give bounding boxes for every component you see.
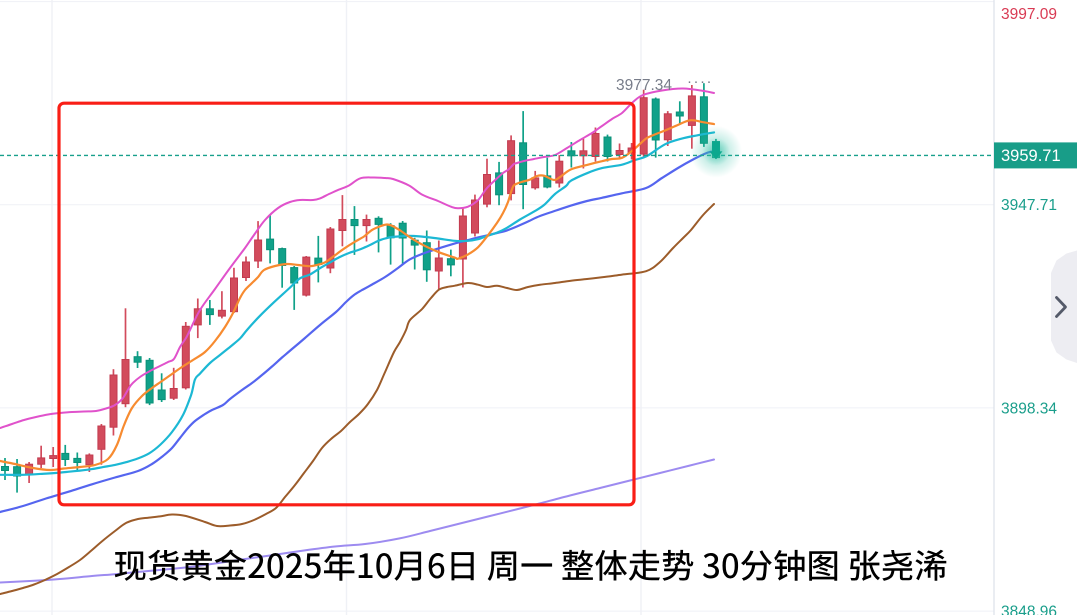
ma-pink bbox=[0, 87, 715, 429]
candle bbox=[687, 85, 696, 149]
candle bbox=[61, 444, 70, 466]
candle bbox=[217, 291, 226, 319]
candle bbox=[495, 161, 504, 206]
candle bbox=[519, 111, 528, 210]
candle bbox=[97, 424, 106, 465]
candle bbox=[193, 298, 202, 339]
candle bbox=[374, 216, 383, 253]
candle bbox=[49, 447, 58, 467]
candle bbox=[133, 351, 142, 368]
candle bbox=[326, 227, 335, 274]
candle bbox=[651, 97, 660, 158]
high-price-label-text: 3977.34 bbox=[616, 77, 672, 94]
last-price-badge: 3959.71 bbox=[994, 142, 1077, 169]
candle bbox=[639, 89, 648, 158]
price-axis[interactable]: 3997.09 3947.71 3898.34 3848.96 3959.71 bbox=[993, 0, 1077, 615]
last-price-marker bbox=[690, 125, 742, 178]
annotation-rectangle bbox=[57, 101, 636, 507]
candle bbox=[446, 249, 455, 277]
candle bbox=[266, 214, 275, 264]
candle bbox=[205, 300, 214, 325]
candle bbox=[458, 207, 467, 288]
last-price-badge-bg bbox=[994, 142, 1077, 169]
price-axis-label: 3947.71 bbox=[1001, 197, 1057, 214]
candle bbox=[603, 134, 612, 162]
candle bbox=[37, 445, 46, 468]
chevron-right-icon bbox=[1055, 296, 1067, 318]
ma-cyan bbox=[0, 131, 716, 476]
candle bbox=[242, 256, 250, 281]
candle bbox=[157, 373, 166, 402]
candle bbox=[109, 369, 118, 436]
candle bbox=[350, 206, 359, 255]
candle bbox=[338, 195, 347, 247]
candle bbox=[422, 230, 431, 282]
candle bbox=[362, 214, 371, 242]
ma-brown bbox=[0, 203, 715, 595]
moving-average-lines bbox=[0, 87, 718, 595]
price-axis-label: 3848.96 bbox=[1001, 604, 1057, 615]
high-price-label: 3977.34 ···· bbox=[616, 73, 713, 94]
ma-orange bbox=[0, 119, 716, 472]
price-axis-label: 3898.34 bbox=[1001, 400, 1057, 417]
candle bbox=[555, 155, 564, 188]
candle bbox=[145, 358, 154, 406]
price-axis-labels: 3997.09 3947.71 3898.34 3848.96 bbox=[1001, 6, 1057, 615]
ma-blue bbox=[0, 150, 718, 514]
candle bbox=[675, 101, 684, 125]
panel-toggle-button[interactable] bbox=[1051, 250, 1077, 364]
candle bbox=[181, 322, 190, 390]
candle bbox=[121, 308, 130, 408]
last-price-badge-text: 3959.71 bbox=[1001, 147, 1061, 165]
high-price-label-dots: ···· bbox=[687, 73, 713, 90]
chart-caption-glyphs bbox=[114, 549, 947, 581]
price-axis-label: 3997.09 bbox=[1001, 6, 1057, 23]
